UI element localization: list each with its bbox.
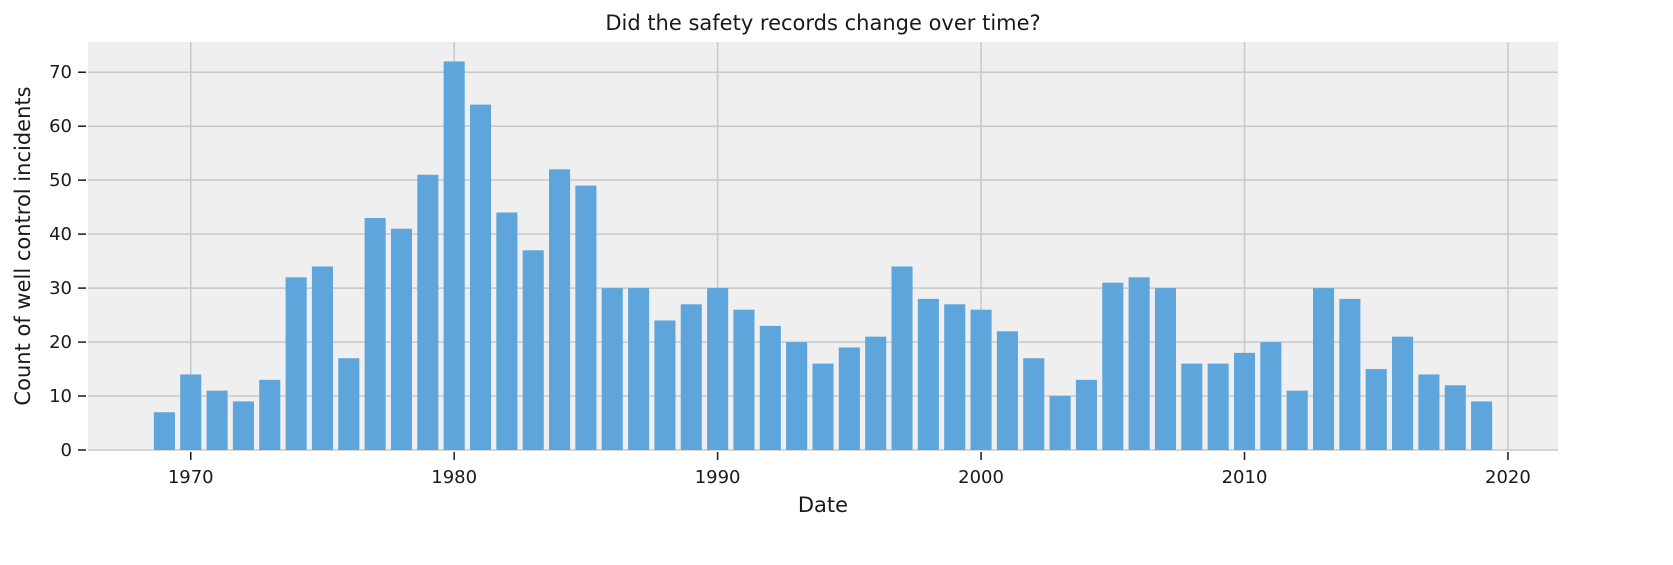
bar-1997 (891, 266, 913, 450)
bar-1972 (232, 401, 254, 450)
axis-ticks: 0 10 20 30 40 50 60 70 1970 1980 1990 2000 2010 2020 (49, 62, 1531, 488)
bar-1975 (311, 266, 333, 450)
bar-1970 (180, 374, 202, 450)
bar-2011 (1260, 342, 1282, 450)
bar-1999 (944, 304, 966, 450)
bar-1988 (654, 320, 676, 450)
bar-1991 (733, 309, 755, 450)
bar-2019 (1471, 401, 1493, 450)
chart-title: Did the safety records change over time? (605, 11, 1040, 35)
y-tick-label: 70 (49, 62, 72, 83)
x-tick-label: 2010 (1222, 467, 1268, 488)
bars (153, 61, 1493, 451)
x-tick-label: 1990 (695, 467, 741, 488)
y-tick-label: 30 (49, 278, 72, 299)
bar-1995 (838, 347, 860, 450)
bar-2003 (1049, 396, 1071, 450)
bar-2004 (1075, 379, 1097, 450)
bar-1983 (522, 250, 544, 450)
x-tick-label: 1980 (431, 467, 477, 488)
bar-2018 (1444, 385, 1466, 450)
bar-2007 (1154, 288, 1177, 450)
bar-2001 (996, 331, 1018, 450)
y-tick-label: 10 (49, 386, 72, 407)
bar-1982 (496, 212, 518, 450)
bar-1969 (153, 412, 175, 450)
bar-1994 (812, 363, 834, 450)
y-tick-label: 50 (49, 170, 72, 191)
bar-2009 (1207, 363, 1229, 450)
bar-2012 (1286, 390, 1308, 450)
bar-1981 (469, 104, 492, 450)
bar-1993 (786, 342, 808, 450)
bar-2017 (1418, 374, 1440, 450)
x-tick-label: 2000 (958, 467, 1004, 488)
x-tick-label: 1970 (168, 467, 214, 488)
bar-2016 (1392, 336, 1414, 450)
bar-1992 (759, 325, 781, 450)
bar-1998 (917, 298, 939, 450)
y-tick-label: 60 (49, 116, 72, 137)
bar-1984 (549, 169, 571, 450)
bar-1996 (865, 336, 887, 450)
bar-1978 (390, 228, 413, 450)
bar-1976 (338, 358, 360, 450)
bar-1986 (601, 288, 623, 450)
y-tick-label: 40 (49, 224, 72, 245)
bar-2005 (1102, 282, 1124, 450)
bar-1987 (628, 288, 650, 450)
bar-2002 (1023, 358, 1045, 450)
bar-1990 (707, 288, 729, 450)
bar-2014 (1339, 298, 1361, 450)
bar-1979 (417, 174, 439, 450)
bar-1980 (443, 61, 465, 451)
bar-2008 (1181, 363, 1203, 450)
bar-2006 (1128, 277, 1150, 450)
bar-2013 (1313, 288, 1335, 450)
bar-1974 (285, 277, 307, 450)
bar-1989 (680, 304, 702, 450)
bar-2000 (970, 309, 992, 450)
bar-1977 (364, 217, 386, 450)
bar-2010 (1233, 352, 1256, 450)
bar-2015 (1365, 369, 1387, 450)
bar-1971 (206, 390, 228, 450)
bar-1973 (259, 379, 281, 450)
y-axis-title: Count of well control incidents (11, 86, 35, 405)
x-axis-title: Date (798, 493, 848, 517)
y-tick-label: 0 (61, 440, 72, 461)
x-tick-label: 2020 (1485, 467, 1531, 488)
bar-1985 (575, 185, 597, 451)
y-tick-label: 20 (49, 332, 72, 353)
